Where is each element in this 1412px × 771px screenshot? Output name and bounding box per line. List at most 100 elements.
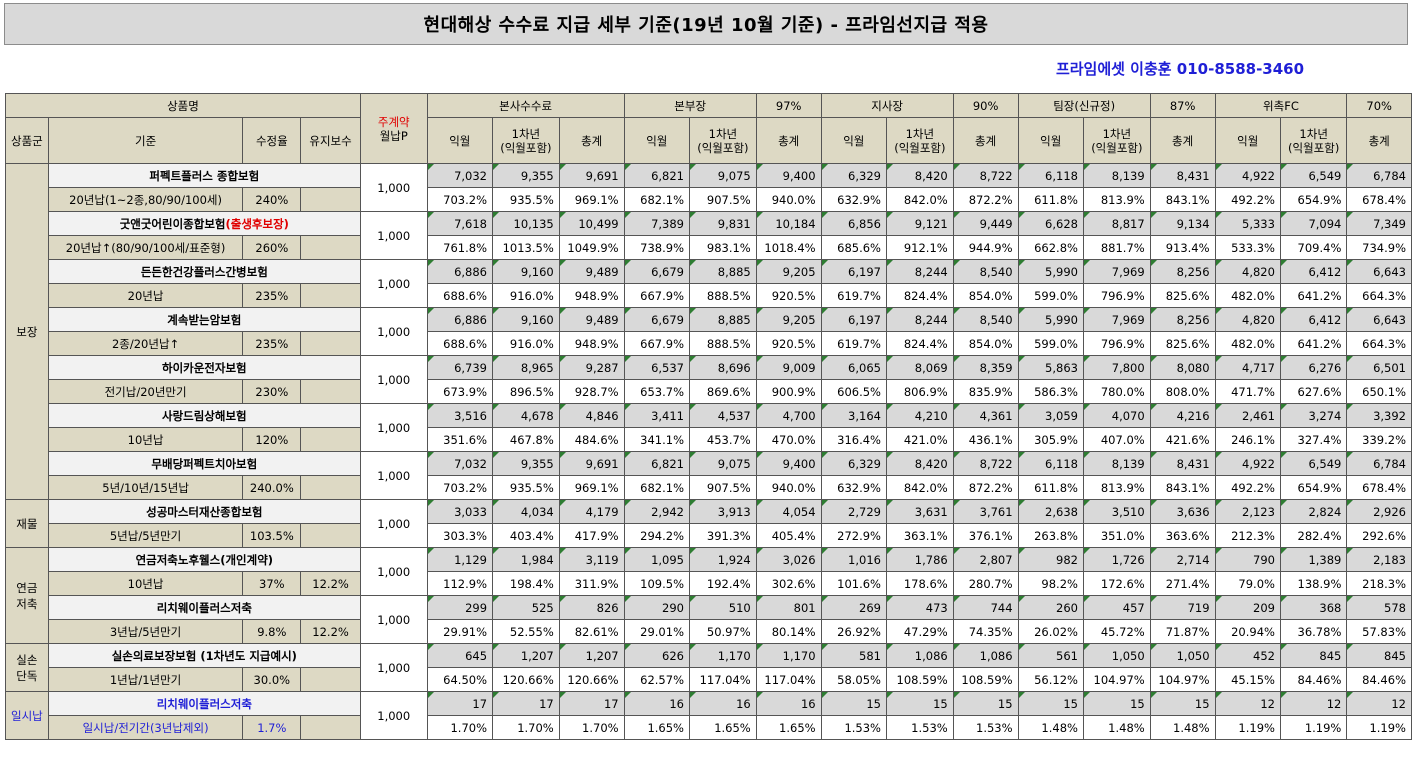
commission-percent: 632.9% <box>820 187 887 212</box>
product-percent-row: 5년/10년/15년납 240.0% 703.2% 935.5% 969.1% 682.1… <box>6 475 1412 500</box>
commission-amount: 6,549 <box>1279 451 1348 476</box>
product-amount-row: 사랑드림상해보험 1,000 3,516 4,678 4,846 3,411 4,537 4,… <box>6 403 1412 452</box>
commission-percent: 192.4% <box>689 571 757 596</box>
commission-percent: 935.5% <box>492 475 560 500</box>
commission-percent: 813.9% <box>1082 475 1151 500</box>
commission-amount: 4,537 <box>689 403 757 428</box>
product-amount-row: 무배당퍼펙트치아보험 1,000 7,032 9,355 9,691 6,821 9,075… <box>6 451 1412 500</box>
product-name: 하이카운전자보험 <box>47 355 361 380</box>
basis-header: 기준 <box>47 117 244 164</box>
commission-percent: 212.3% <box>1214 523 1281 548</box>
commission-amount: 9,075 <box>689 163 757 188</box>
group-label-line: 연금 <box>16 580 38 595</box>
commission-percent: 403.4% <box>492 523 560 548</box>
commission-amount: 15 <box>1017 691 1084 716</box>
commission-percent: 1.48% <box>1017 715 1084 740</box>
commission-amount: 4,922 <box>1214 163 1281 188</box>
commission-amount: 16 <box>755 691 822 716</box>
commission-amount: 2,123 <box>1214 499 1281 524</box>
commission-amount: 645 <box>426 643 494 668</box>
commission-percent: 138.9% <box>1279 571 1348 596</box>
commission-amount: 8,696 <box>689 355 757 380</box>
commission-percent: 916.0% <box>492 331 560 356</box>
maintenance-rate: 12.2% <box>300 571 361 596</box>
commission-amount: 561 <box>1017 643 1084 668</box>
commission-percent: 916.0% <box>492 283 560 308</box>
commission-amount: 17 <box>558 691 625 716</box>
commission-amount: 15 <box>1149 691 1216 716</box>
commission-percent: 57.83% <box>1346 619 1412 644</box>
commission-amount: 4,210 <box>885 403 954 428</box>
commission-amount: 12 <box>1346 691 1412 716</box>
commission-amount: 9,134 <box>1149 211 1216 236</box>
commission-percent: 407.0% <box>1082 427 1151 452</box>
commission-amount: 7,032 <box>426 163 494 188</box>
commission-percent: 813.9% <box>1082 187 1151 212</box>
contract-premium-header: 주계약 월납P <box>359 93 428 164</box>
commission-amount: 8,256 <box>1149 307 1216 332</box>
commission-amount: 510 <box>689 595 757 620</box>
commission-amount: 6,628 <box>1017 211 1084 236</box>
commission-amount: 7,349 <box>1346 211 1412 236</box>
commission-amount: 6,501 <box>1346 355 1412 380</box>
commission-amount: 581 <box>820 643 887 668</box>
maintenance-rate <box>300 235 361 260</box>
commission-amount: 6,886 <box>426 259 494 284</box>
commission-amount: 3,274 <box>1279 403 1348 428</box>
commission-percent: 311.9% <box>558 571 625 596</box>
product-name-text: 퍼펙트플러스 종합보험 <box>149 168 260 183</box>
subheader-year1: 1차년 (익월포함) <box>492 117 560 164</box>
commission-percent: 611.8% <box>1017 187 1084 212</box>
commission-amount: 6,276 <box>1279 355 1348 380</box>
commission-percent: 1.65% <box>623 715 691 740</box>
product-name: 든든한건강플러스간병보험 <box>47 259 361 284</box>
product-name-text: 연금저축노후웰스(개인계약) <box>135 552 274 567</box>
commission-percent: 84.46% <box>1346 667 1412 692</box>
commission-percent: 606.5% <box>820 379 887 404</box>
commission-amount: 1,786 <box>885 547 954 572</box>
commission-amount: 7,389 <box>623 211 691 236</box>
monthly-premium: 1,000 <box>359 211 428 260</box>
commission-amount: 260 <box>1017 595 1084 620</box>
commission-percent: 218.3% <box>1346 571 1412 596</box>
commission-amount: 299 <box>426 595 494 620</box>
commission-amount: 4,179 <box>558 499 625 524</box>
commission-percent: 421.0% <box>885 427 954 452</box>
commission-percent: 82.61% <box>558 619 625 644</box>
commission-percent: 688.6% <box>426 283 494 308</box>
commission-amount: 9,160 <box>492 259 560 284</box>
commission-percent: 198.4% <box>492 571 560 596</box>
product-name-text: 굿앤굿어린이종합보험 <box>119 216 226 231</box>
commission-amount: 1,050 <box>1082 643 1151 668</box>
commission-percent: 453.7% <box>689 427 757 452</box>
commission-amount: 6,329 <box>820 451 887 476</box>
commission-amount: 290 <box>623 595 691 620</box>
commission-percent: 688.6% <box>426 331 494 356</box>
commission-amount: 8,244 <box>885 259 954 284</box>
commission-percent: 835.9% <box>952 379 1019 404</box>
commission-percent: 1.53% <box>952 715 1019 740</box>
product-percent-row: 20년납↑(80/90/100세/표준형) 260% 761.8% 1013.5% 10… <box>6 235 1412 260</box>
payment-basis: 20년납 <box>47 283 244 308</box>
commission-amount: 5,333 <box>1214 211 1281 236</box>
product-percent-row: 일시납/전기간(3년납제외) 1.7% 1.70% 1.70% 1.70% 1.65% 1.… <box>6 715 1412 740</box>
commission-percent: 467.8% <box>492 427 560 452</box>
commission-percent: 654.9% <box>1279 475 1348 500</box>
commission-amount: 269 <box>820 595 887 620</box>
correction-rate-header: 수정율 <box>242 117 302 164</box>
commission-amount: 7,094 <box>1279 211 1348 236</box>
commission-table: 상품명 주계약 월납P 본사수수료 본부장 97% 지사장 90% 팀장(신규정… <box>5 93 1412 740</box>
commission-amount: 8,885 <box>689 307 757 332</box>
commission-percent: 869.6% <box>689 379 757 404</box>
commission-percent: 796.9% <box>1082 283 1151 308</box>
commission-percent: 327.4% <box>1279 427 1348 452</box>
commission-percent: 619.7% <box>820 283 887 308</box>
commission-percent: 376.1% <box>952 523 1019 548</box>
commission-percent: 825.6% <box>1149 331 1216 356</box>
commission-percent: 678.4% <box>1346 187 1412 212</box>
commission-amount: 452 <box>1214 643 1281 668</box>
commission-amount: 6,821 <box>623 451 691 476</box>
commission-percent: 641.2% <box>1279 331 1348 356</box>
commission-percent: 104.97% <box>1082 667 1151 692</box>
product-percent-row: 2종/20년납↑ 235% 688.6% 916.0% 948.9% 667.9% 888.… <box>6 331 1412 356</box>
